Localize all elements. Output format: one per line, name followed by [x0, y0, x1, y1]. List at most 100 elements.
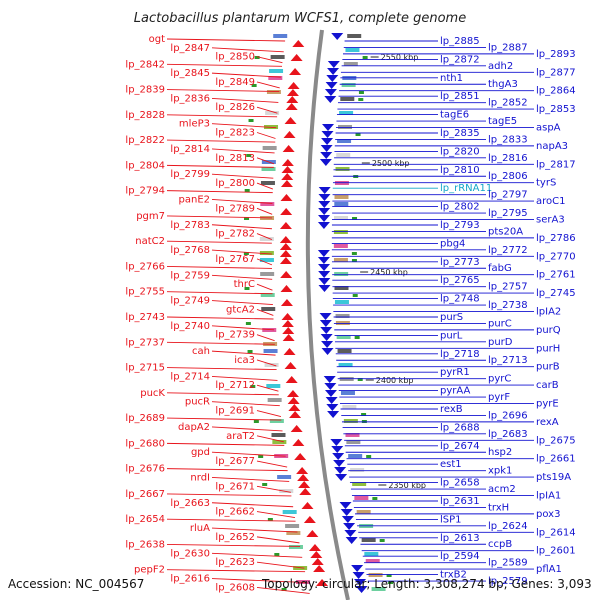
forward-gene-label[interactable]: ica3 — [234, 355, 255, 366]
forward-gene-label[interactable]: lp_2630 — [170, 548, 210, 559]
reverse-gene-label[interactable]: pox3 — [536, 509, 560, 520]
reverse-gene-label[interactable]: nth1 — [440, 73, 463, 84]
forward-gene-label[interactable]: lp_2849 — [215, 77, 255, 88]
reverse-gene-label[interactable]: pts20A — [488, 226, 523, 237]
reverse-gene-label[interactable]: lp_2738 — [488, 300, 528, 311]
reverse-gene-label[interactable]: lp_2748 — [440, 294, 480, 305]
forward-gene-label[interactable]: lp_2616 — [170, 574, 210, 585]
forward-gene-label[interactable]: lp_2743 — [125, 312, 165, 323]
forward-gene-label[interactable]: lp_2828 — [125, 110, 165, 121]
forward-gene-label[interactable]: gtcA2 — [226, 304, 255, 315]
reverse-gene-label[interactable]: pyrAA — [440, 386, 470, 397]
reverse-gene-label[interactable]: lp_2718 — [440, 349, 480, 360]
forward-gene-label[interactable]: pucR — [185, 397, 210, 408]
reverse-gene-label[interactable]: lp_2810 — [440, 165, 480, 176]
forward-gene-label[interactable]: lp_2839 — [125, 85, 165, 96]
reverse-gene-label[interactable]: adh2 — [488, 61, 513, 72]
reverse-gene-label[interactable]: lp_2765 — [440, 275, 480, 286]
reverse-gene-label[interactable]: lp_2802 — [440, 202, 480, 213]
forward-gene-label[interactable]: lp_2814 — [170, 144, 210, 155]
reverse-gene-label[interactable]: lp_2786 — [536, 233, 576, 244]
reverse-gene-label[interactable]: lp_2817 — [536, 159, 576, 170]
forward-gene-label[interactable]: lp_2813 — [215, 153, 255, 164]
reverse-gene-label[interactable]: lp_rRNA11 — [440, 183, 492, 194]
reverse-gene-label[interactable]: aroC1 — [536, 196, 565, 207]
forward-gene-label[interactable]: lp_2794 — [125, 186, 165, 197]
reverse-gene-label[interactable]: lp_2835 — [440, 128, 480, 139]
forward-gene-label[interactable]: lp_2845 — [170, 68, 210, 79]
reverse-gene-label[interactable]: purD — [488, 337, 513, 348]
forward-gene-label[interactable]: pgm7 — [136, 211, 165, 222]
reverse-gene-label[interactable]: acm2 — [488, 484, 516, 495]
forward-gene-label[interactable]: lp_2739 — [215, 330, 255, 341]
forward-gene-label[interactable]: lp_2715 — [125, 363, 165, 374]
reverse-gene-label[interactable]: rexB — [440, 404, 463, 415]
reverse-gene-label[interactable]: pyrR1 — [440, 367, 470, 378]
reverse-gene-label[interactable]: lp_2631 — [440, 496, 480, 507]
forward-gene-label[interactable]: lp_2677 — [215, 456, 255, 467]
reverse-gene-label[interactable]: pyrE — [536, 398, 559, 409]
forward-gene-label[interactable]: lp_2691 — [215, 406, 255, 417]
forward-gene-label[interactable]: lp_2663 — [170, 498, 210, 509]
reverse-gene-label[interactable]: lp_2853 — [536, 104, 576, 115]
reverse-gene-label[interactable]: trxB2 — [440, 570, 467, 581]
reverse-gene-label[interactable]: lp_2820 — [440, 146, 480, 157]
reverse-gene-label[interactable]: lpIA2 — [536, 306, 561, 317]
reverse-gene-label[interactable]: serA3 — [536, 214, 565, 225]
reverse-gene-label[interactable]: pyrF — [488, 392, 510, 403]
forward-gene-label[interactable]: lp_2800 — [215, 178, 255, 189]
reverse-gene-label[interactable]: lp_2757 — [488, 282, 528, 293]
forward-gene-label[interactable]: cah — [192, 346, 210, 357]
reverse-gene-label[interactable]: lp_2614 — [536, 527, 576, 538]
reverse-gene-label[interactable]: tagE5 — [488, 116, 517, 127]
reverse-gene-label[interactable]: lp_2675 — [536, 435, 576, 446]
forward-gene-label[interactable]: lp_2789 — [215, 203, 255, 214]
reverse-gene-label[interactable]: purH — [536, 343, 560, 354]
reverse-gene-label[interactable]: lp_2713 — [488, 355, 528, 366]
reverse-gene-label[interactable]: aspA — [536, 122, 561, 133]
forward-gene-label[interactable]: lp_2823 — [215, 128, 255, 139]
forward-gene-label[interactable]: araT2 — [226, 431, 255, 442]
reverse-gene-label[interactable]: lSP1 — [440, 514, 462, 525]
forward-gene-label[interactable]: lp_2652 — [215, 532, 255, 543]
forward-gene-label[interactable]: lp_2783 — [170, 220, 210, 231]
reverse-gene-label[interactable]: lp_2877 — [536, 67, 576, 78]
forward-gene-label[interactable]: natC2 — [135, 236, 165, 247]
forward-gene-label[interactable]: gpd — [191, 447, 210, 458]
forward-gene-label[interactable]: pucK — [140, 388, 165, 399]
reverse-gene-label[interactable]: lp_2613 — [440, 533, 480, 544]
forward-gene-label[interactable]: lp_2608 — [215, 582, 255, 593]
reverse-gene-label[interactable]: napA3 — [536, 141, 568, 152]
forward-gene-label[interactable]: thrC — [234, 279, 255, 290]
forward-gene-label[interactable]: lp_2766 — [125, 261, 165, 272]
reverse-gene-label[interactable]: lp_2851 — [440, 91, 480, 102]
forward-gene-label[interactable]: lp_2689 — [125, 413, 165, 424]
reverse-gene-label[interactable]: carB — [536, 380, 559, 391]
reverse-gene-label[interactable]: lp_2797 — [488, 190, 528, 201]
reverse-gene-label[interactable]: purB — [536, 362, 560, 373]
forward-gene-label[interactable]: lp_2680 — [125, 438, 165, 449]
reverse-gene-label[interactable]: lp_2885 — [440, 36, 480, 47]
forward-gene-label[interactable]: lp_2740 — [170, 321, 210, 332]
reverse-gene-label[interactable]: lp_2795 — [488, 208, 528, 219]
forward-gene-label[interactable]: lp_2667 — [125, 489, 165, 500]
reverse-gene-label[interactable]: lp_2745 — [536, 288, 576, 299]
reverse-gene-label[interactable]: purC — [488, 318, 512, 329]
forward-gene-label[interactable]: lp_2768 — [170, 245, 210, 256]
forward-gene-label[interactable]: lp_2662 — [215, 507, 255, 518]
reverse-gene-label[interactable]: lp_2770 — [536, 251, 576, 262]
reverse-gene-label[interactable]: lp_2624 — [488, 521, 528, 532]
forward-gene-label[interactable]: lp_2842 — [125, 59, 165, 70]
forward-gene-label[interactable]: lp_2712 — [215, 380, 255, 391]
reverse-gene-label[interactable]: thgA3 — [488, 79, 518, 90]
reverse-gene-label[interactable]: pyrC — [488, 374, 511, 385]
reverse-gene-label[interactable]: lp_2589 — [488, 558, 528, 569]
reverse-gene-label[interactable]: tagE6 — [440, 110, 469, 121]
reverse-gene-label[interactable]: xpk1 — [488, 466, 512, 477]
reverse-gene-label[interactable]: lp_2833 — [488, 134, 528, 145]
forward-gene-label[interactable]: lp_2847 — [170, 43, 210, 54]
reverse-gene-label[interactable]: tyrS — [536, 178, 556, 189]
reverse-gene-label[interactable]: lp_2773 — [440, 257, 480, 268]
forward-gene-label[interactable]: lp_2850 — [215, 52, 255, 63]
forward-gene-label[interactable]: nrdI — [190, 472, 210, 483]
